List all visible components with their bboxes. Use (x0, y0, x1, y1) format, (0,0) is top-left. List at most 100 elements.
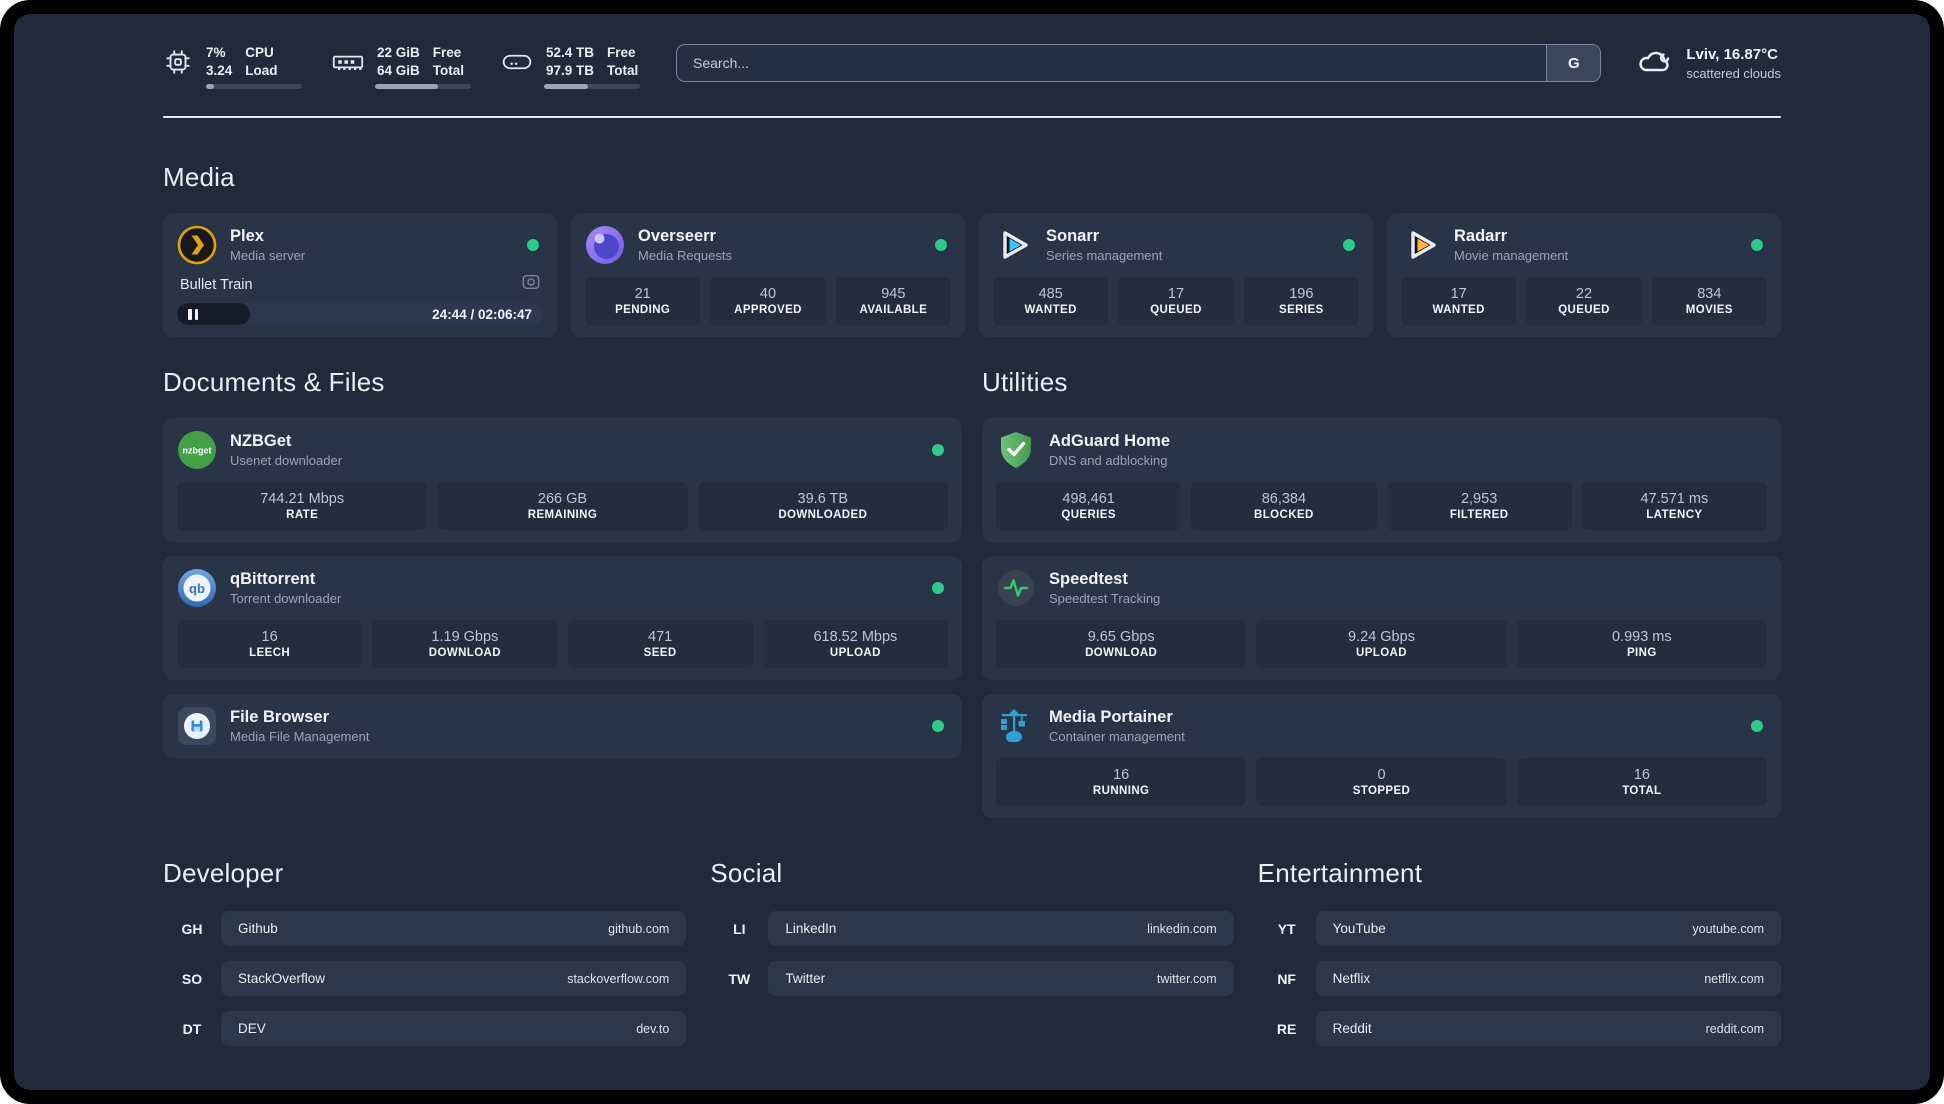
service-card-sonarr[interactable]: Sonarr Series management 485 WANTED 17 Q… (979, 213, 1373, 338)
service-title: Media Portainer (1049, 708, 1173, 727)
stat-value: 9.65 Gbps (1087, 629, 1155, 646)
stat-value: 21 (634, 286, 651, 303)
stat-value: 1.19 Gbps (431, 629, 499, 646)
stat-tile: 485 WANTED (993, 277, 1109, 326)
service-desc: Media Requests (638, 248, 732, 264)
section-title-documents: Documents & Files (163, 367, 385, 398)
stat-value: 485 (1038, 286, 1063, 303)
bookmark-dev[interactable]: DT DEV dev.to (163, 1011, 687, 1047)
service-desc: Series management (1046, 248, 1163, 264)
stat-label: MOVIES (1685, 304, 1733, 317)
stat-label: DOWNLOAD (1085, 647, 1158, 660)
stat-label: LATENCY (1646, 509, 1703, 522)
sonarr-icon (993, 225, 1033, 265)
bookmark-name: Twitter (785, 971, 826, 987)
bookmark-url: dev.to (636, 1021, 670, 1036)
disk-icon (501, 47, 533, 77)
section-title-entertainment: Entertainment (1257, 858, 1423, 889)
stat-value: 196 (1289, 286, 1314, 303)
status-dot (932, 720, 944, 733)
bookmark-url: youtube.com (1692, 921, 1764, 936)
bookmark-url: github.com (608, 921, 670, 936)
top-bar: 7% 3.24 CPU Load (163, 44, 1781, 90)
portainer-icon (996, 706, 1036, 746)
service-card-plex[interactable]: Plex Media server Bullet Train (163, 213, 557, 338)
stat-value: 39.6 TB (797, 491, 849, 508)
disk-monitor: 52.4 TB 97.9 TB Free Total (501, 44, 640, 90)
service-desc: Usenet downloader (230, 453, 343, 469)
stat-value: 498,461 (1062, 491, 1115, 508)
bookmark-stackoverflow[interactable]: SO StackOverflow stackoverflow.com (163, 961, 687, 997)
adguard-icon (996, 430, 1036, 470)
stat-value: 40 (759, 286, 777, 303)
stat-value: 266 GB (537, 491, 588, 508)
section-developer: Developer GH Github github.com SO StackO… (163, 858, 687, 1061)
service-title: AdGuard Home (1049, 432, 1171, 451)
bookmark-netflix[interactable]: NF Netflix netflix.com (1257, 961, 1781, 997)
section-media: Media Plex Media server (163, 162, 1781, 338)
stat-tile: 618.52 Mbps UPLOAD (762, 620, 948, 669)
bookmark-abbr: NF (1277, 970, 1296, 987)
service-card-adguard[interactable]: AdGuard Home DNS and adblocking 498,461 … (982, 418, 1781, 543)
service-title: Plex (230, 227, 264, 246)
service-title: Speedtest (1049, 570, 1128, 589)
service-card-nzbget[interactable]: nzbget NZBGet Usenet downloader 744.21 M… (163, 418, 962, 543)
bookmark-twitter[interactable]: TW Twitter twitter.com (710, 961, 1234, 997)
stat-tile: 498,461 QUERIES (996, 482, 1182, 531)
service-card-speedtest[interactable]: Speedtest Speedtest Tracking 9.65 Gbps D… (982, 556, 1781, 681)
bookmark-linkedin[interactable]: LI LinkedIn linkedin.com (710, 911, 1234, 947)
cpu-load: 3.24 (206, 62, 233, 78)
bookmark-youtube[interactable]: YT YouTube youtube.com (1257, 911, 1781, 947)
now-playing-title: Bullet Train (180, 276, 253, 293)
stat-label: FILTERED (1449, 509, 1509, 522)
stat-tile: 1.19 Gbps DOWNLOAD (372, 620, 558, 669)
stat-label: PENDING (615, 304, 671, 317)
stat-tile: 39.6 TB DOWNLOADED (697, 482, 948, 531)
cloud-icon (1635, 45, 1673, 82)
service-card-filebrowser[interactable]: File Browser Media File Management (163, 694, 962, 759)
service-card-qbittorrent[interactable]: qb qBittorrent Torrent downloader 16 LEE… (163, 556, 962, 681)
overseerr-icon (585, 225, 625, 265)
bookmark-url: stackoverflow.com (567, 971, 670, 986)
stat-label: UPLOAD (1356, 647, 1407, 660)
playback-progress-bar: 24:44 / 02:06:47 (177, 303, 543, 326)
stat-label: WANTED (1432, 304, 1485, 317)
service-card-overseerr[interactable]: Overseerr Media Requests 21 PENDING 40 A… (571, 213, 965, 338)
stat-tile: 471 SEED (567, 620, 753, 669)
bookmark-name: StackOverflow (238, 971, 326, 987)
stat-tile: 16 TOTAL (1516, 758, 1767, 807)
stat-value: 16 (1633, 767, 1650, 784)
service-card-radarr[interactable]: Radarr Movie management 17 WANTED 22 QUE… (1387, 213, 1781, 338)
service-card-portainer[interactable]: Media Portainer Container management 16 … (982, 694, 1781, 819)
bookmark-github[interactable]: GH Github github.com (163, 911, 687, 947)
stat-label: APPROVED (734, 304, 802, 317)
stat-value: 47.571 ms (1640, 491, 1709, 508)
bookmark-abbr: SO (181, 970, 203, 987)
google-search-button[interactable]: G (1546, 45, 1601, 81)
search-input[interactable] (677, 45, 1547, 81)
stat-label: RUNNING (1092, 785, 1150, 798)
stat-tile: 21 PENDING (585, 277, 701, 326)
bookmark-abbr: YT (1277, 920, 1296, 937)
stat-value: 2,953 (1460, 491, 1498, 508)
memory-label-2: Total (432, 62, 465, 78)
dashboard: 7% 3.24 CPU Load (14, 14, 1930, 1090)
stat-label: QUEUED (1558, 304, 1610, 317)
cpu-label-1: CPU (245, 45, 274, 60)
search-bar: G (676, 44, 1602, 82)
nzbget-icon: nzbget (177, 430, 217, 470)
stat-label: RATE (286, 509, 319, 522)
section-utilities: Utilities (982, 367, 1781, 819)
memory-progress-fill (375, 84, 439, 90)
stat-tile: 16 RUNNING (996, 758, 1247, 807)
resource-monitors: 7% 3.24 CPU Load (163, 44, 640, 90)
stat-label: LEECH (249, 647, 291, 660)
bookmark-abbr: LI (733, 920, 746, 937)
cpu-monitor: 7% 3.24 CPU Load (163, 44, 302, 90)
disk-label-2: Total (607, 62, 639, 78)
disk-free: 52.4 TB (546, 45, 595, 60)
stat-value: 471 (648, 629, 673, 646)
bookmark-abbr: TW (728, 970, 751, 987)
bookmark-reddit[interactable]: RE Reddit reddit.com (1257, 1011, 1781, 1047)
service-title: qBittorrent (230, 570, 316, 589)
